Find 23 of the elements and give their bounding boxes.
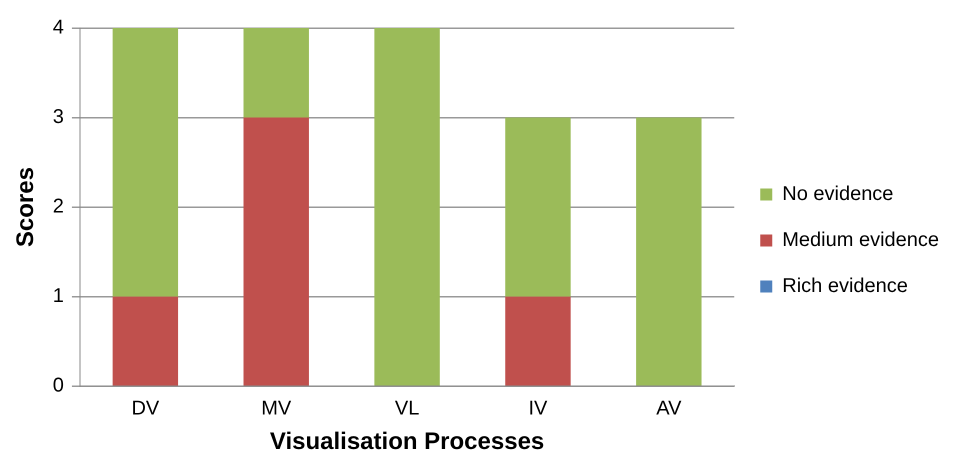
y-tick-label: 0 bbox=[52, 374, 64, 397]
y-tick-label: 3 bbox=[52, 106, 64, 128]
bar bbox=[244, 28, 309, 118]
x-axis-title: Visualisation Processes bbox=[270, 428, 544, 456]
y-tick-label: 1 bbox=[52, 285, 64, 308]
x-tick-label: DV bbox=[131, 398, 160, 420]
bar bbox=[505, 296, 571, 386]
bar bbox=[244, 118, 309, 386]
bar bbox=[636, 118, 702, 386]
bar bbox=[505, 118, 571, 297]
bar bbox=[112, 28, 178, 297]
x-tick-label: MV bbox=[261, 398, 292, 420]
bar bbox=[374, 28, 440, 386]
bar bbox=[112, 296, 178, 386]
y-tick-label: 2 bbox=[52, 196, 64, 218]
y-tick-label: 4 bbox=[52, 16, 64, 39]
x-tick-label: AV bbox=[656, 398, 682, 420]
x-tick-label: VL bbox=[394, 398, 420, 420]
legend-label: Medium evidence bbox=[782, 229, 939, 252]
x-tick-label: IV bbox=[528, 398, 548, 420]
y-axis-title: Scores bbox=[12, 167, 40, 248]
legend-label: Rich evidence bbox=[782, 275, 908, 298]
legend-label: No evidence bbox=[782, 183, 894, 206]
